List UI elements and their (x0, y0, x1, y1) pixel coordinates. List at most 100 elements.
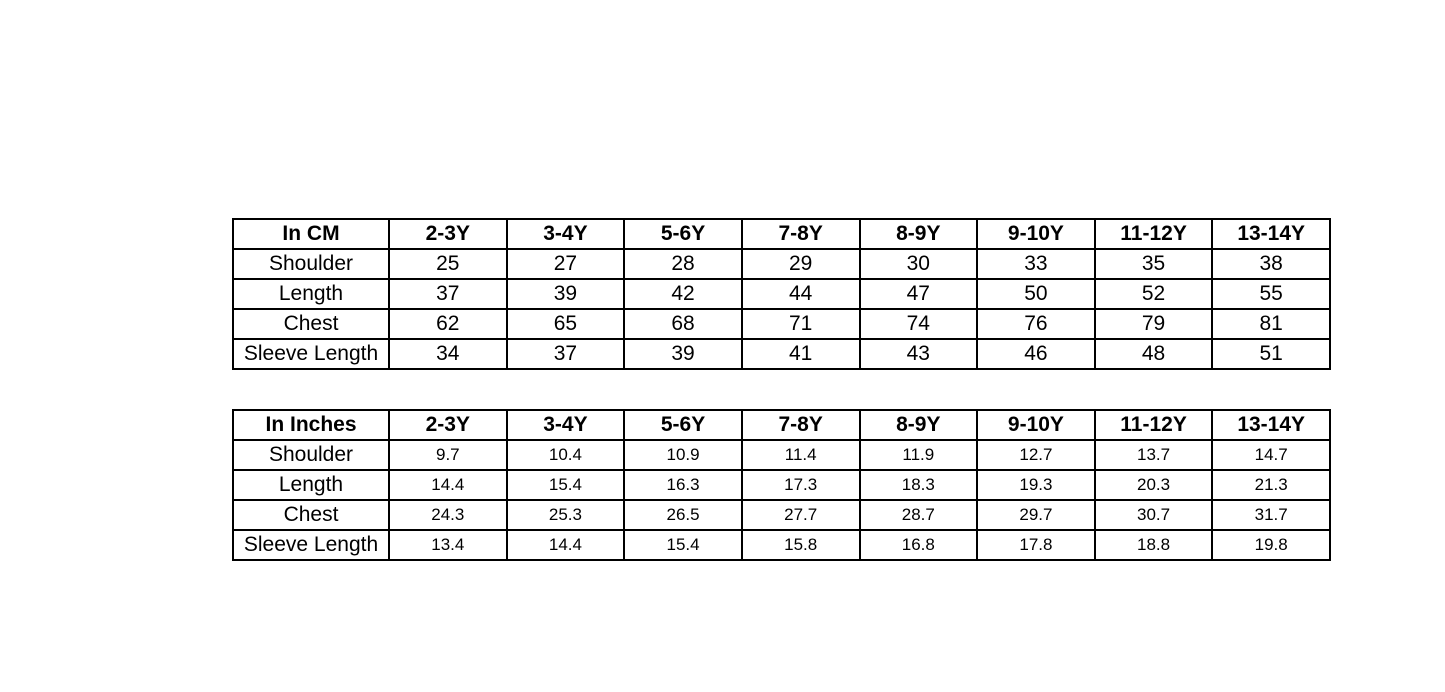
measurement-value: 30.7 (1093, 499, 1214, 531)
size-header: 9-10Y (976, 218, 1096, 250)
size-header: 11-12Y (1093, 218, 1214, 250)
measurement-value: 33 (976, 248, 1096, 280)
measurement-value: 16.8 (858, 529, 979, 561)
measurement-value: 20.3 (1093, 469, 1214, 501)
measurement-value: 44 (740, 278, 861, 310)
measurement-value: 48 (1093, 338, 1214, 370)
unit-header: In Inches (232, 409, 390, 441)
measurement-value: 79 (1093, 308, 1214, 340)
size-header: 9-10Y (976, 409, 1096, 441)
measurement-label: Shoulder (232, 248, 390, 280)
header-row: In CM 2-3Y 3-4Y 5-6Y 7-8Y 8-9Y 9-10Y 11-12Y 13-1… (232, 218, 1331, 250)
measurement-value: 46 (976, 338, 1096, 370)
measurement-value: 11.9 (858, 439, 979, 471)
measurement-value: 37 (505, 338, 626, 370)
table-row: Chest 24.3 25.3 26.5 27.7 28.7 29.7 30.7 31.7 (232, 499, 1331, 531)
measurement-value: 29 (740, 248, 861, 280)
measurement-value: 16.3 (623, 469, 743, 501)
measurement-value: 34 (388, 338, 508, 370)
measurement-value: 81 (1211, 308, 1331, 340)
size-header: 5-6Y (623, 409, 743, 441)
measurement-value: 17.8 (976, 529, 1096, 561)
measurement-value: 43 (858, 338, 979, 370)
measurement-value: 17.3 (740, 469, 861, 501)
measurement-value: 9.7 (388, 439, 508, 471)
measurement-value: 14.7 (1211, 439, 1331, 471)
measurement-value: 26.5 (623, 499, 743, 531)
measurement-value: 21.3 (1211, 469, 1331, 501)
measurement-value: 18.8 (1093, 529, 1214, 561)
measurement-value: 28 (623, 248, 743, 280)
measurement-value: 24.3 (388, 499, 508, 531)
measurement-value: 41 (740, 338, 861, 370)
size-header: 13-14Y (1211, 218, 1331, 250)
measurement-value: 25 (388, 248, 508, 280)
table-row: Shoulder 9.7 10.4 10.9 11.4 11.9 12.7 13.7 14.7 (232, 439, 1331, 471)
cm-size-table: In CM 2-3Y 3-4Y 5-6Y 7-8Y 8-9Y 9-10Y 11-12Y 13-1… (232, 218, 1331, 370)
measurement-value: 10.9 (623, 439, 743, 471)
measurement-value: 11.4 (740, 439, 861, 471)
measurement-value: 35 (1093, 248, 1214, 280)
measurement-value: 27 (505, 248, 626, 280)
measurement-value: 18.3 (858, 469, 979, 501)
measurement-value: 30 (858, 248, 979, 280)
measurement-value: 65 (505, 308, 626, 340)
measurement-label: Chest (232, 499, 390, 531)
table-row: Sleeve Length 13.4 14.4 15.4 15.8 16.8 17.8 18.… (232, 529, 1331, 561)
measurement-value: 39 (505, 278, 626, 310)
size-header: 7-8Y (740, 409, 861, 441)
measurement-label: Shoulder (232, 439, 390, 471)
measurement-value: 52 (1093, 278, 1214, 310)
table-row: Length 14.4 15.4 16.3 17.3 18.3 19.3 20.3 21.3 (232, 469, 1331, 501)
measurement-label: Length (232, 278, 390, 310)
measurement-value: 39 (623, 338, 743, 370)
measurement-value: 51 (1211, 338, 1331, 370)
measurement-value: 74 (858, 308, 979, 340)
measurement-value: 42 (623, 278, 743, 310)
measurement-value: 19.3 (976, 469, 1096, 501)
measurement-value: 15.8 (740, 529, 861, 561)
table-row: Length 37 39 42 44 47 50 52 55 (232, 278, 1331, 310)
size-header: 13-14Y (1211, 409, 1331, 441)
measurement-value: 10.4 (505, 439, 626, 471)
size-header: 3-4Y (505, 218, 626, 250)
measurement-label: Chest (232, 308, 390, 340)
size-header: 2-3Y (388, 409, 508, 441)
measurement-value: 13.7 (1093, 439, 1214, 471)
unit-header: In CM (232, 218, 390, 250)
measurement-value: 55 (1211, 278, 1331, 310)
measurement-value: 62 (388, 308, 508, 340)
measurement-label: Sleeve Length (232, 529, 390, 561)
measurement-value: 15.4 (505, 469, 626, 501)
measurement-label: Length (232, 469, 390, 501)
measurement-value: 25.3 (505, 499, 626, 531)
measurement-value: 28.7 (858, 499, 979, 531)
inches-size-table: In Inches 2-3Y 3-4Y 5-6Y 7-8Y 8-9Y 9-10Y 11-12Y… (232, 409, 1331, 561)
measurement-value: 15.4 (623, 529, 743, 561)
measurement-value: 47 (858, 278, 979, 310)
size-header: 5-6Y (623, 218, 743, 250)
size-header: 2-3Y (388, 218, 508, 250)
size-header: 8-9Y (858, 409, 979, 441)
size-header: 8-9Y (858, 218, 979, 250)
header-row: In Inches 2-3Y 3-4Y 5-6Y 7-8Y 8-9Y 9-10Y 11-12Y… (232, 409, 1331, 441)
measurement-value: 37 (388, 278, 508, 310)
measurement-value: 27.7 (740, 499, 861, 531)
measurement-value: 13.4 (388, 529, 508, 561)
table-row: Shoulder 25 27 28 29 30 33 35 38 (232, 248, 1331, 280)
measurement-value: 29.7 (976, 499, 1096, 531)
measurement-value: 50 (976, 278, 1096, 310)
measurement-value: 71 (740, 308, 861, 340)
measurement-value: 76 (976, 308, 1096, 340)
measurement-value: 14.4 (388, 469, 508, 501)
measurement-value: 38 (1211, 248, 1331, 280)
size-header: 11-12Y (1093, 409, 1214, 441)
measurement-value: 68 (623, 308, 743, 340)
measurement-value: 14.4 (505, 529, 626, 561)
size-header: 7-8Y (740, 218, 861, 250)
size-header: 3-4Y (505, 409, 626, 441)
table-row: Chest 62 65 68 71 74 76 79 81 (232, 308, 1331, 340)
measurement-value: 12.7 (976, 439, 1096, 471)
measurement-value: 19.8 (1211, 529, 1331, 561)
measurement-value: 31.7 (1211, 499, 1331, 531)
